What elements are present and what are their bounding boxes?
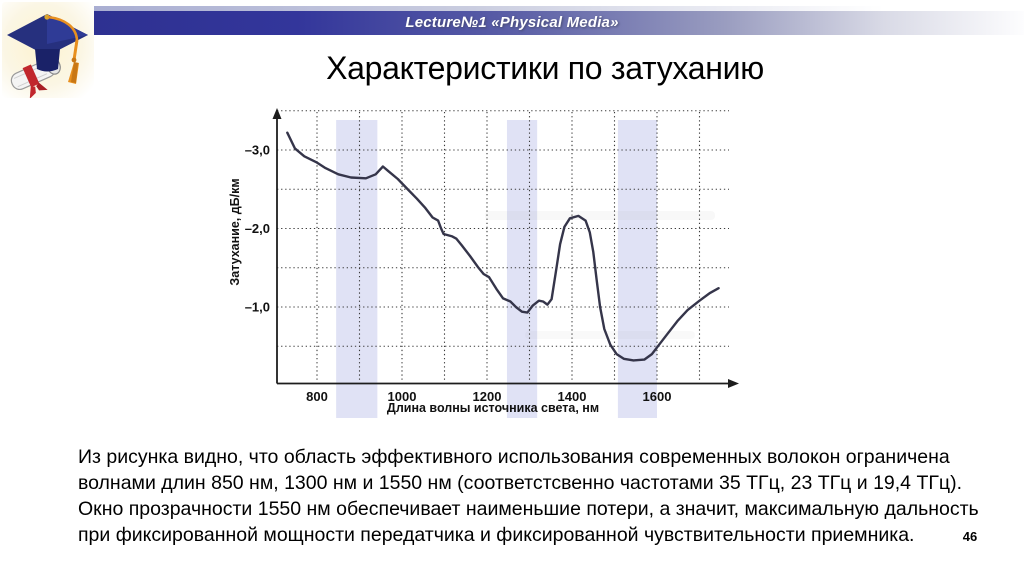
body-line: Из рисунка видно, что область эффективно…	[78, 446, 950, 468]
body-line: Окно прозрачности 1550 нм обеспечивает н…	[78, 498, 979, 520]
x-tick-label: 1600	[643, 389, 672, 404]
x-tick-label: 1200	[473, 389, 502, 404]
graduation-cap-image	[2, 2, 94, 103]
page-title: Характеристики по затуханию	[326, 50, 764, 86]
graduation-cap-icon	[2, 2, 94, 99]
body-paragraph: Из рисунка видно, что область эффективно…	[78, 444, 979, 548]
x-tick-label: 800	[306, 389, 328, 404]
attenuation-curve	[286, 131, 720, 362]
attenuation-series-line	[286, 131, 720, 362]
banner-top-strip	[92, 6, 1024, 11]
lecture-banner	[92, 11, 1024, 35]
tick-labels: 800 1000 1200 1400 1600 –3,0 –2,0 –1,0	[245, 143, 672, 405]
y-axis-title: Затухание, дБ/км	[228, 178, 242, 285]
x-axis-arrow	[728, 379, 739, 388]
attenuation-chart: 800 1000 1200 1400 1600 –3,0 –2,0 –1,0 Длина во…	[228, 108, 739, 418]
page-number: 46	[962, 529, 978, 544]
y-axis-arrow	[272, 108, 282, 119]
transparency-window-band	[336, 120, 378, 418]
lecture-banner-title: Lecture№1 «Physical Media»	[405, 14, 619, 31]
x-tick-label: 1000	[388, 389, 417, 404]
scan-artifact	[485, 211, 715, 220]
highlight-bands	[336, 120, 657, 418]
body-line: при фиксированной мощности передатчика и…	[78, 524, 915, 546]
chart-grid	[277, 110, 729, 382]
transparency-window-band	[506, 120, 538, 418]
y-tick-label: –2,0	[245, 221, 270, 236]
y-tick-label: –1,0	[245, 300, 270, 315]
body-line: волнами длин 850 нм, 1300 нм и 1550 нм (…	[78, 472, 962, 494]
attenuation-chart-figure: 800 1000 1200 1400 1600 –3,0 –2,0 –1,0 Длина во…	[225, 105, 765, 425]
transparency-window-band	[617, 120, 657, 418]
x-tick-label: 1400	[558, 389, 587, 404]
y-tick-label: –3,0	[245, 143, 270, 158]
scan-artifact	[525, 331, 695, 339]
x-axis-title: Длина волны источника света, нм	[387, 401, 599, 415]
